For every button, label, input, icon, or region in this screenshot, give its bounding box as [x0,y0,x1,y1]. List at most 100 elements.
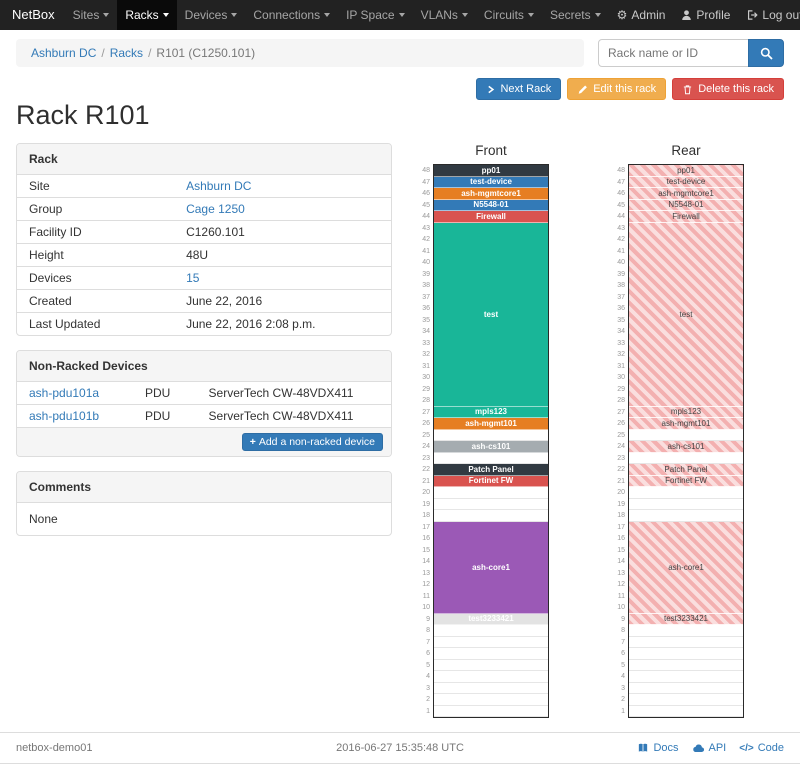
unit-number: 6 [426,650,430,657]
nav-item-logout[interactable]: Log out [738,0,800,30]
footer-docs-label: Docs [653,742,679,754]
footer-timestamp: 2016-06-27 15:35:48 UTC [336,742,464,754]
rack-device-test3233421-rear[interactable]: test3233421 [629,613,743,625]
attr-label: Group [17,197,175,221]
attr-value-link[interactable]: Cage 1250 [186,202,245,216]
nav-item-label: IP Space [346,8,395,22]
attr-value-link[interactable]: Ashburn DC [186,179,252,193]
rack-search-input[interactable] [598,39,749,67]
attr-label: Facility ID [17,220,175,244]
footer-code-link[interactable]: </> Code [739,742,784,754]
attr-label: Site [29,179,50,193]
unit-number: 23 [422,454,430,462]
attr-value: Ashburn DC [174,175,391,198]
edit-rack-button[interactable]: Edit this rack [567,78,667,100]
unit-number: 46 [422,190,430,197]
rack-device-patch-panel-front[interactable]: Patch Panel [434,464,548,476]
rack-device-mpls123-front[interactable]: mpls123 [434,406,548,418]
rack-device-ash-cs101-rear[interactable]: ash-cs101 [629,441,743,453]
nonracked-device-link[interactable]: ash-pdu101b [29,409,100,423]
rack-device-ash-mgmtcore1-front[interactable]: ash-mgmtcore1 [434,188,548,200]
rack-device-fortinet-fw-front[interactable]: Fortinet FW [434,475,548,487]
navbar-brand[interactable]: NetBox [12,7,55,22]
breadcrumb-racks-link[interactable]: Racks [109,46,144,60]
unit-number: 45 [422,201,430,209]
front-unit-numbers: 48 47 46 45 44 43 42 41 40 39 38 37 36 35 34 33 32 31 30 29… [418,164,433,718]
next-rack-button[interactable]: Next Rack [476,78,562,100]
edit-rack-label: Edit this rack [593,83,657,95]
unit-number: 37 [617,293,625,301]
gear-icon: ⚙ [616,8,628,22]
nav-item-sites[interactable]: Sites [65,0,118,30]
footer-hostname: netbox-demo01 [16,742,93,754]
nonracked-device-link[interactable]: ash-pdu101a [29,386,100,400]
rack-device-test-rear[interactable]: test [629,222,743,407]
rack-device-ash-core1-front[interactable]: ash-core1 [434,521,548,614]
nav-item-connections[interactable]: Connections [245,0,338,30]
rack-device-firewall-front[interactable]: Firewall [434,211,548,223]
rack-panel-title: Rack [17,144,391,175]
unit-number: 13 [422,569,430,577]
unit-number: 44 [422,213,430,220]
unit-number: 20 [617,489,625,496]
rack-device-pp01-front[interactable]: pp01 [434,165,548,177]
rack-search-button[interactable] [748,39,784,67]
unit-number: 16 [422,535,430,542]
front-rack-grid: pp01 test-device ash-mgmtcore1 N5548-01 Fire… [433,164,549,718]
delete-rack-button[interactable]: Delete this rack [672,78,784,100]
breadcrumb-site-link[interactable]: Ashburn DC [31,46,97,60]
footer-api-link[interactable]: API [692,742,726,754]
nav-item-vlans[interactable]: VLANs [413,0,476,30]
nav-item-racks[interactable]: Racks [117,0,177,30]
rack-device-fortinet-fw-rear[interactable]: Fortinet FW [629,475,743,487]
next-rack-label: Next Rack [500,83,552,95]
rack-device-n5548-01-front[interactable]: N5548-01 [434,199,548,211]
nav-item-admin[interactable]: ⚙ Admin [609,0,674,30]
footer-docs-link[interactable]: Docs [637,742,679,754]
unit-number: 40 [422,259,430,266]
nav-item-secrets[interactable]: Secrets [542,0,609,30]
rack-device-ash-mgmtcore1-rear[interactable]: ash-mgmtcore1 [629,188,743,200]
nav-item-ip-space[interactable]: IP Space [338,0,412,30]
rack-rear: Rear 48 47 46 45 44 43 42 41 40 39 38 37 36 35 34 33 32 3… [613,143,744,718]
rack-device-ash-core1-rear[interactable]: ash-core1 [629,521,743,614]
navbar-right: ⚙ Admin Profile Log out [609,0,800,30]
table-row: Facility ID C1260.101 [17,220,391,244]
empty-unit-slot [434,453,548,464]
unit-number: 42 [617,236,625,243]
rack-device-ash-mgmt101-front[interactable]: ash-mgmt101 [434,418,548,430]
attr-value: June 22, 2016 2:08 p.m. [174,312,391,335]
nav-item-devices[interactable]: Devices [177,0,246,30]
attr-value: June 22, 2016 [174,289,391,313]
rack-device-ash-cs101-front[interactable]: ash-cs101 [434,441,548,453]
nav-item-label: Connections [253,8,321,22]
rack-device-mpls123-rear[interactable]: mpls123 [629,406,743,418]
empty-unit-slot [629,648,743,660]
front-elevation-title: Front [475,143,507,158]
nav-item-profile[interactable]: Profile [673,0,738,30]
attr-value-link[interactable]: 15 [186,271,200,285]
unit-number: 5 [621,661,625,669]
rack-device-test-device-rear[interactable]: test-device [629,176,743,188]
rack-front: Front 48 47 46 45 44 43 42 41 40 39 38 37 36 35 34 33 32… [418,143,549,718]
add-nonracked-device-button[interactable]: + Add a non-racked device [241,433,383,451]
rack-device-test-device-front[interactable]: test-device [434,176,548,188]
rack-device-test3233421-front[interactable]: test3233421 [434,613,548,625]
unit-number: 43 [422,224,430,232]
rack-device-patch-panel-rear[interactable]: Patch Panel [629,464,743,476]
table-row: ash-pdu101a PDU ServerTech CW-48VDX411 [17,382,391,405]
unit-number: 34 [617,328,625,335]
rack-device-pp01-rear[interactable]: pp01 [629,165,743,177]
table-row: ash-pdu101b PDU ServerTech CW-48VDX411 [17,404,391,427]
empty-unit-slot [434,430,548,441]
unit-number: 9 [621,615,625,623]
unit-number: 34 [422,328,430,335]
nav-item-circuits[interactable]: Circuits [476,0,542,30]
rack-device-ash-mgmt101-rear[interactable]: ash-mgmt101 [629,418,743,430]
unit-number: 39 [617,270,625,278]
chevron-down-icon [324,13,331,17]
nav-item-label: Secrets [549,8,591,22]
rack-device-firewall-rear[interactable]: Firewall [629,211,743,223]
rack-device-test-front[interactable]: test [434,222,548,407]
rack-device-n5548-01-rear[interactable]: N5548-01 [629,199,743,211]
